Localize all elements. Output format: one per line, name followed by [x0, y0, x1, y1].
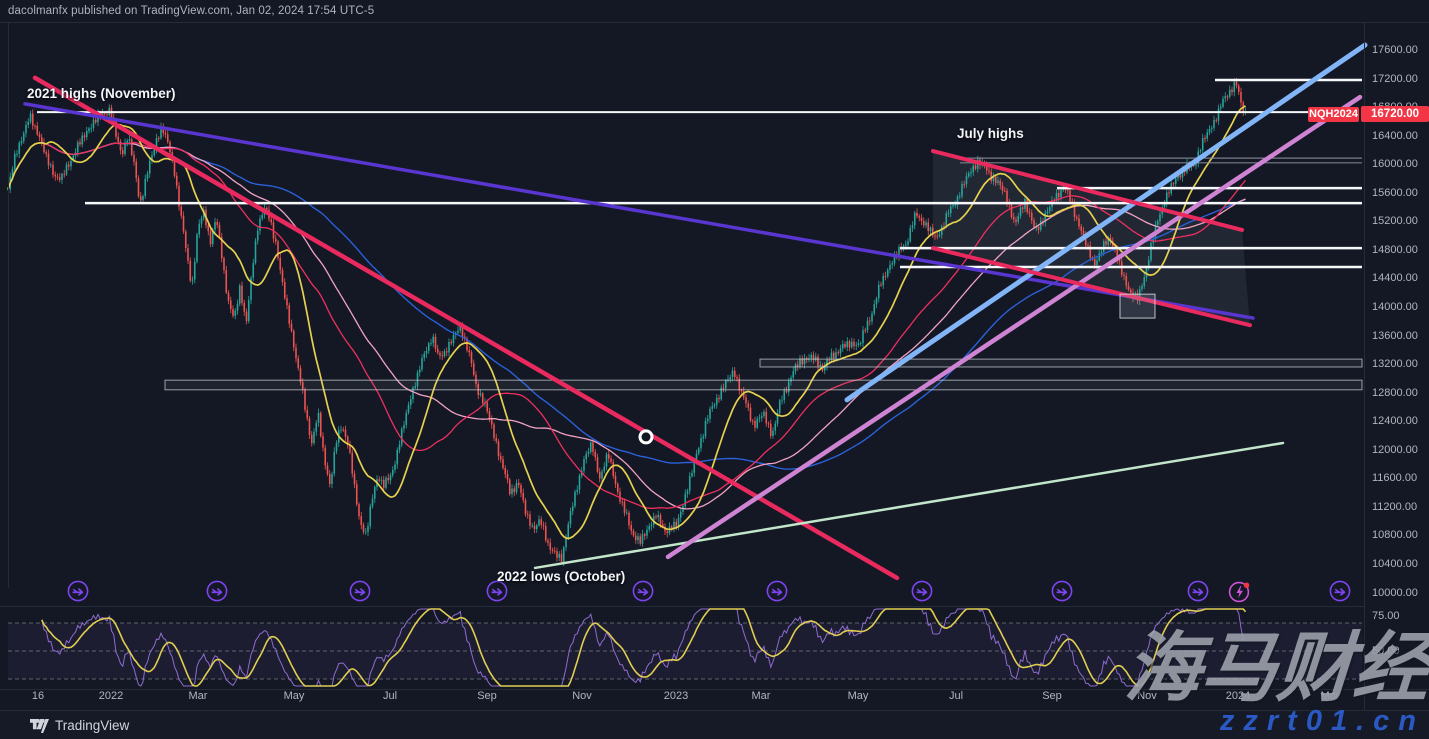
- sma-18-line[interactable]: [7, 105, 1246, 540]
- time-axis-label[interactable]: Mar: [1320, 690, 1340, 702]
- replay-arrow-icon[interactable]: [486, 580, 508, 602]
- price-axis-label: 12400.00: [1372, 415, 1418, 427]
- price-axis-label: 15200.00: [1372, 215, 1418, 227]
- zone-12900[interactable]: [164, 379, 1363, 391]
- watermark-url: zzrt01.cn: [1219, 705, 1425, 737]
- pane-divider[interactable]: [0, 606, 1364, 607]
- replay-arrow-icon[interactable]: [1329, 580, 1351, 602]
- header-divider: [0, 22, 1429, 23]
- up-candle-wicks: [7, 78, 1246, 567]
- annotation-july-highs[interactable]: July highs: [957, 126, 1024, 141]
- price-axis-label: 11200.00: [1372, 501, 1418, 513]
- sma-80-line[interactable]: [7, 142, 1246, 510]
- orchid-uptrend[interactable]: [665, 94, 1363, 560]
- price-axis-label: 10000.00: [1372, 587, 1418, 599]
- price-axis-label: 10400.00: [1372, 558, 1418, 570]
- major-2022-downtrend[interactable]: [32, 75, 900, 581]
- time-axis-label[interactable]: Sep: [477, 690, 497, 702]
- price-axis-label: 16000.00: [1372, 158, 1418, 170]
- trendline-circle-marker[interactable]: [638, 429, 654, 445]
- time-axis-label[interactable]: Jul: [382, 690, 398, 702]
- lightning-alert-icon[interactable]: [1228, 580, 1250, 603]
- rsi-smoothing-line[interactable]: [41, 608, 1247, 687]
- price-axis-label: 14800.00: [1372, 244, 1418, 256]
- price-axis-label: 13200.00: [1372, 358, 1418, 370]
- plot-left-border: [8, 23, 9, 588]
- price-axis-label: 16400.00: [1372, 130, 1418, 142]
- rsi-axis-label: 50.00: [1372, 645, 1400, 657]
- symbol-ticker-badge: NQH2024: [1308, 107, 1359, 122]
- price-axis-label: 15600.00: [1372, 187, 1418, 199]
- price-axis-label: 17600.00: [1372, 44, 1418, 56]
- replay-arrow-icon[interactable]: [1051, 580, 1073, 602]
- annotation-2022-lows[interactable]: 2022 lows (October): [497, 569, 626, 584]
- annotation-2021-highs[interactable]: 2021 highs (November): [27, 86, 176, 101]
- price-axis-label: 10800.00: [1372, 529, 1418, 541]
- replay-arrow-icon[interactable]: [206, 580, 228, 602]
- time-axis-border: [0, 689, 1429, 690]
- rsi-axis-label: 75.00: [1372, 610, 1400, 622]
- rsi-line[interactable]: [41, 608, 1246, 687]
- tradingview-logo-icon[interactable]: [30, 718, 49, 733]
- time-axis-label[interactable]: May: [283, 690, 305, 702]
- price-axis-label: 12000.00: [1372, 444, 1418, 456]
- time-axis-label[interactable]: Sep: [1042, 690, 1062, 702]
- symbol-price-label: NQH2024 16720.00: [1308, 106, 1429, 122]
- replay-arrow-icon[interactable]: [67, 580, 89, 602]
- pale-green-support[interactable]: [533, 441, 1285, 570]
- replay-arrow-icon[interactable]: [766, 580, 788, 602]
- price-axis-label: 17200.00: [1372, 73, 1418, 85]
- bottom-toolbar: TradingView: [0, 710, 1429, 739]
- down-candle-bodies: [31, 81, 1245, 562]
- time-axis-label[interactable]: Nov: [572, 690, 592, 702]
- time-axis-label[interactable]: Mar: [188, 690, 208, 702]
- price-axis-label: 13600.00: [1372, 330, 1418, 342]
- attribution-text: dacolmanfx published on TradingView.com,…: [8, 5, 375, 17]
- purple-downtrend[interactable]: [23, 102, 1255, 320]
- time-axis-label[interactable]: May: [847, 690, 869, 702]
- replay-arrow-icon[interactable]: [349, 580, 371, 602]
- sma-140-line[interactable]: [7, 142, 1246, 470]
- price-axis-label: 14400.00: [1372, 272, 1418, 284]
- time-axis-label[interactable]: 2023: [663, 690, 689, 702]
- replay-arrow-icon[interactable]: [1187, 580, 1209, 602]
- channel-upper-line[interactable]: [931, 149, 1244, 232]
- time-axis-label[interactable]: Jul: [948, 690, 964, 702]
- main-pane[interactable]: [7, 42, 1368, 581]
- watermark-chinese: 海马财经: [1122, 626, 1429, 711]
- time-axis-label[interactable]: Nov: [1137, 690, 1157, 702]
- price-axis-label: 11600.00: [1372, 472, 1418, 484]
- down-candle-wicks: [32, 77, 1244, 565]
- last-price-badge: 16720.00: [1361, 106, 1429, 122]
- light-blue-uptrend[interactable]: [844, 42, 1368, 403]
- zone-13200[interactable]: [759, 358, 1363, 368]
- time-axis-label[interactable]: 16: [31, 690, 45, 702]
- time-axis-label[interactable]: 2024: [1225, 690, 1251, 702]
- time-axis-label[interactable]: Mar: [751, 690, 771, 702]
- up-candle-bodies: [7, 81, 1247, 562]
- replay-arrow-icon[interactable]: [911, 580, 933, 602]
- replay-arrow-icon[interactable]: [632, 580, 654, 602]
- rsi-pane[interactable]: [8, 608, 1362, 687]
- channel-fill[interactable]: [933, 151, 1250, 326]
- time-axis-label[interactable]: 2022: [98, 690, 124, 702]
- channel-lower-line[interactable]: [931, 246, 1252, 328]
- tradingview-logo-text[interactable]: TradingView: [55, 718, 130, 733]
- price-axis-border: [1364, 23, 1365, 710]
- price-axis-label: 14000.00: [1372, 301, 1418, 313]
- selection-box[interactable]: [1119, 293, 1156, 319]
- price-axis-label: 12800.00: [1372, 387, 1418, 399]
